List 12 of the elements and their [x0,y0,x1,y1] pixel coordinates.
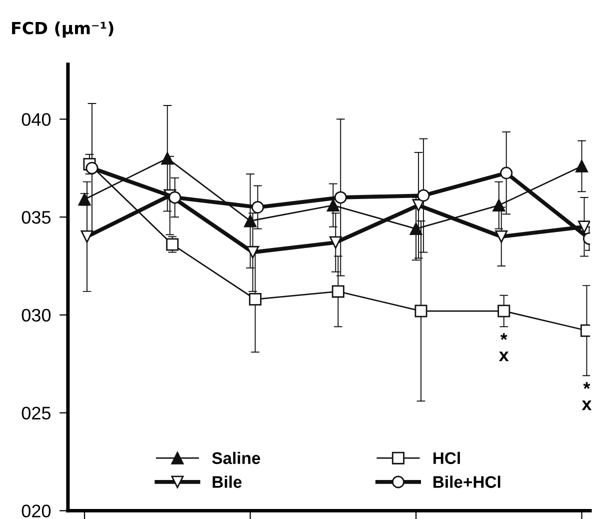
y-tick-label: 025 [22,406,51,420]
y-axis-title: FCD (µm⁻¹) [12,21,114,38]
y-tick-label: 030 [22,308,51,322]
legend-label: HCl [433,452,460,464]
data-label: * x [498,333,509,362]
y-tick-label: 040 [22,113,51,126]
legend-label: Bile+HCl [433,476,500,488]
legend-label: Saline [212,452,260,464]
y-tick-label: 020 [22,504,51,518]
y-tick-label: 035 [22,210,51,224]
data-label: * x [582,382,592,410]
legend-label: Bile [212,476,242,488]
